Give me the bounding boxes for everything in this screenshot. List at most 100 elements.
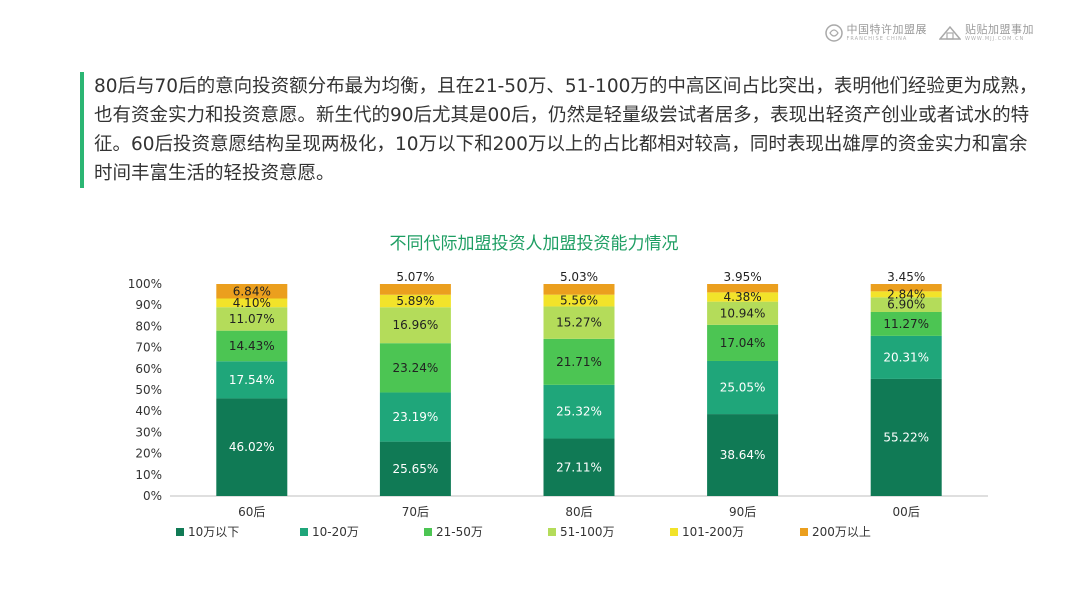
x-tick-label: 60后 [238,505,265,519]
bar-data-label: 4.10% [233,296,271,310]
header-logos: 中国特许加盟展 FRANCHISE CHINA 贴贴加盟事加 WWW.MJJ.C… [824,23,1035,42]
bar-segment [870,311,942,336]
x-tick-label: 80后 [565,505,592,519]
bar-segment [216,361,288,399]
intro-paragraph: 80后与70后的意向投资额分布最为均衡，且在21-50万、51-100万的中高区… [80,72,1039,188]
franchise-china-logo-text: 中国特许加盟展 [846,23,927,36]
bar-segment [707,414,779,496]
bar-segment [379,441,451,496]
bar-segment [870,297,942,312]
bar-data-label: 46.02% [229,440,275,454]
legend-label: 51-100万 [560,525,615,539]
chart-legend: 10万以下 10-20万 21-50万 51-100万 101-200万 200万以上 [176,525,871,539]
bar-segment [707,360,779,415]
bar-segment [707,284,779,293]
y-tick-label: 60% [135,362,162,376]
legend-swatch [800,528,808,536]
bar-data-label: 6.84% [233,284,271,298]
bar-segment [707,324,779,361]
bar-data-label: 3.95% [724,270,762,284]
y-tick-label: 70% [135,341,162,355]
bar-segment [379,294,451,308]
bar-segment [707,301,779,325]
bar-segment [216,398,288,496]
bar-data-label: 6.90% [887,298,925,312]
bar-data-label: 5.56% [560,294,598,308]
bar-data-label: 10.94% [720,306,766,320]
bar-data-label: 16.96% [393,318,439,332]
chart-title: 不同代际加盟投资人加盟投资能力情况 [390,234,679,254]
legend-label: 200万以上 [812,525,871,539]
mjj-logo-icon [939,25,961,40]
bar-data-label: 38.64% [720,448,766,462]
bar-segment [543,284,615,295]
bar-data-label: 17.54% [229,373,275,387]
legend-swatch [176,528,184,536]
bar-data-label: 14.43% [229,339,275,353]
bar-segment [543,338,615,385]
bar-segment [379,307,451,344]
bar-segment [216,307,288,331]
x-tick-label: 90后 [729,505,756,519]
bar-segment [216,298,288,308]
franchise-china-logo-subtext: FRANCHISE CHINA [846,36,908,42]
y-tick-label: 100% [128,277,162,291]
y-tick-label: 50% [135,383,162,397]
bar-data-label: 20.31% [883,350,929,364]
bar-data-label: 27.11% [556,460,602,474]
bar-data-label: 17.04% [720,336,766,350]
bar-data-label: 15.27% [556,316,602,330]
legend-label: 101-200万 [682,525,744,539]
y-tick-label: 30% [135,425,162,439]
y-tick-label: 40% [135,404,162,418]
legend-swatch [548,528,556,536]
bar-segment [543,438,615,496]
bar-data-label: 23.19% [393,410,439,424]
bar-data-label: 25.65% [393,462,439,476]
x-tick-label: 00后 [893,505,920,519]
bar-data-label: 2.84% [887,287,925,301]
y-tick-label: 20% [135,447,162,461]
bar-segment [543,306,615,339]
bar-segment [379,343,451,393]
bar-segment [543,294,615,307]
bar-data-label: 25.32% [556,405,602,419]
bar-segment [870,335,942,379]
bar-data-label: 11.27% [883,317,929,331]
bar-data-label: 11.07% [229,312,275,326]
bar-data-label: 4.38% [724,290,762,304]
franchise-china-logo: 中国特许加盟展 FRANCHISE CHINA [824,23,928,42]
bar-segment [543,384,615,439]
y-tick-label: 10% [135,468,162,482]
bar-segment [379,284,451,295]
bar-segment [707,292,779,302]
bar-data-label: 5.07% [396,270,434,284]
bar-data-label: 3.45% [887,270,925,284]
y-tick-label: 90% [135,298,162,312]
mjj-logo-text: 贴贴加盟事加 [965,23,1034,36]
mjj-logo-subtext: WWW.MJJ.COM.CN [965,36,1025,42]
mjj-logo: 贴贴加盟事加 WWW.MJJ.COM.CN [939,24,1034,42]
legend-swatch [670,528,678,536]
bar-data-label: 23.24% [393,361,439,375]
y-tick-label: 0% [143,489,162,503]
bar-data-label: 5.89% [396,294,434,308]
bar-data-label: 55.22% [883,430,929,444]
legend-swatch [300,528,308,536]
legend-label: 21-50万 [436,525,483,539]
bar-segment [870,291,942,298]
legend-swatch [424,528,432,536]
legend-label: 10-20万 [312,525,359,539]
y-tick-label: 80% [135,319,162,333]
bar-segment [870,284,942,292]
bar-data-label: 21.71% [556,355,602,369]
bar-segment [216,284,288,299]
legend-label: 10万以下 [188,525,239,539]
bar-data-label: 5.03% [560,270,598,284]
x-tick-label: 70后 [402,505,429,519]
franchise-china-logo-icon [824,24,843,42]
bar-segment [870,378,942,496]
chart-bars: 46.02% 17.54% 14.43% 11.07% 4.10%6.84% 25.65%… [216,270,942,496]
